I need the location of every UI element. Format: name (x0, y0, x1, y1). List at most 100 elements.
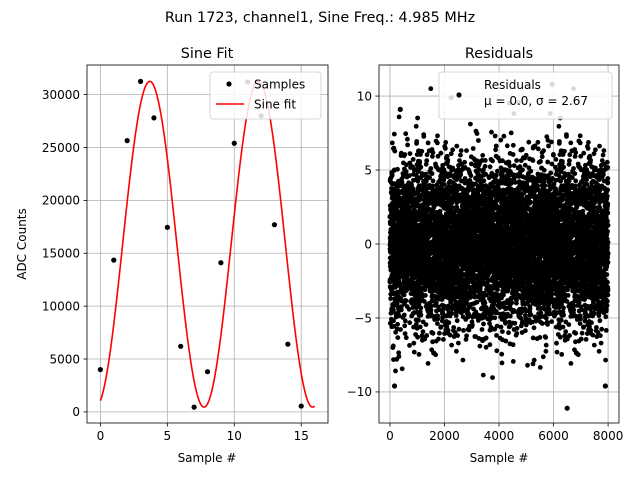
residual-point (469, 173, 474, 178)
legend-samples-marker (226, 81, 231, 86)
residual-point (403, 131, 408, 136)
residual-point (481, 373, 486, 378)
residual-point (412, 350, 417, 355)
sine-fit-curve (100, 81, 314, 407)
residual-point (418, 165, 423, 170)
residual-point (509, 300, 514, 305)
residual-point (493, 134, 498, 139)
sample-point (285, 342, 290, 347)
residual-point (483, 164, 488, 169)
residual-point (494, 173, 499, 178)
sample-point (98, 367, 103, 372)
residual-point (393, 369, 398, 374)
residual-point (435, 133, 440, 138)
sine-fit-samples-layer (98, 79, 304, 410)
residual-point (456, 341, 461, 346)
sample-point (165, 225, 170, 230)
residual-point (464, 333, 469, 338)
residual-point (455, 333, 460, 338)
legend-sine-fit-label: Sine fit (254, 98, 296, 112)
residual-point (503, 339, 508, 344)
residual-point (431, 179, 436, 184)
residual-point (430, 184, 435, 189)
residual-point (520, 168, 525, 173)
residual-point (443, 140, 448, 145)
residual-point (421, 329, 426, 334)
residual-point (515, 326, 520, 331)
residual-point (471, 146, 476, 151)
residual-point (411, 157, 416, 162)
residual-point (430, 171, 435, 176)
residual-point (480, 153, 485, 158)
residual-point (417, 352, 422, 357)
residual-point (449, 311, 454, 316)
sample-point (111, 258, 116, 263)
residual-point (395, 335, 400, 340)
residual-point (458, 153, 463, 158)
residual-point (390, 141, 395, 146)
residual-point (451, 325, 456, 330)
residual-point (391, 344, 396, 349)
residual-point (487, 175, 492, 180)
residual-point (490, 375, 495, 380)
sample-point (218, 260, 223, 265)
residual-point (506, 330, 511, 335)
residual-point (464, 148, 469, 153)
residual-point (424, 158, 429, 163)
residual-point (468, 122, 473, 127)
residual-point (400, 366, 405, 371)
residual-point (514, 298, 519, 303)
residual-point (489, 130, 494, 135)
sine-fit-xlabel: Sample # (178, 451, 237, 465)
residual-point (431, 150, 436, 155)
residual-point (439, 325, 444, 330)
residual-point (476, 138, 481, 143)
residual-point (445, 158, 450, 163)
residual-point (411, 341, 416, 346)
sine-fit-legend: Samples Sine fit (210, 72, 321, 119)
residual-point (433, 352, 438, 357)
residual-point (490, 159, 495, 164)
residual-point (483, 158, 488, 163)
residual-point (395, 322, 400, 327)
residual-point (434, 300, 439, 305)
residual-point (462, 160, 467, 165)
residual-point (481, 322, 486, 327)
residual-point (424, 322, 429, 327)
x-tick-label: 10 (227, 429, 242, 443)
residual-point (428, 86, 433, 91)
residual-point (428, 166, 433, 171)
figure-suptitle: Run 1723, channel1, Sine Freq.: 4.985 MH… (165, 10, 475, 26)
residual-point (513, 321, 518, 326)
sample-point (205, 369, 210, 374)
residual-point (478, 344, 483, 349)
residual-point (407, 343, 412, 348)
residual-point (417, 159, 422, 164)
sample-point (192, 405, 197, 410)
residual-point (408, 151, 413, 156)
residual-point (494, 348, 499, 353)
residual-point (498, 138, 503, 143)
sample-point (125, 138, 130, 143)
residual-point (431, 331, 436, 336)
y-tick-label: 0 (72, 405, 80, 419)
x-tick-label: 5 (164, 429, 172, 443)
residual-point (461, 328, 466, 333)
residual-point (443, 146, 448, 151)
residual-point (424, 333, 429, 338)
residual-point (436, 337, 441, 342)
residual-point (426, 361, 431, 366)
residual-point (415, 335, 420, 340)
sine-fit-ylabel: ADC Counts (15, 208, 29, 280)
residual-point (511, 342, 516, 347)
residual-point (509, 131, 514, 136)
residual-point (449, 343, 454, 348)
residual-point (446, 320, 451, 325)
residual-point (494, 144, 499, 149)
x-tick-label: 15 (294, 429, 309, 443)
residual-point (415, 116, 420, 121)
residual-point (511, 152, 516, 157)
